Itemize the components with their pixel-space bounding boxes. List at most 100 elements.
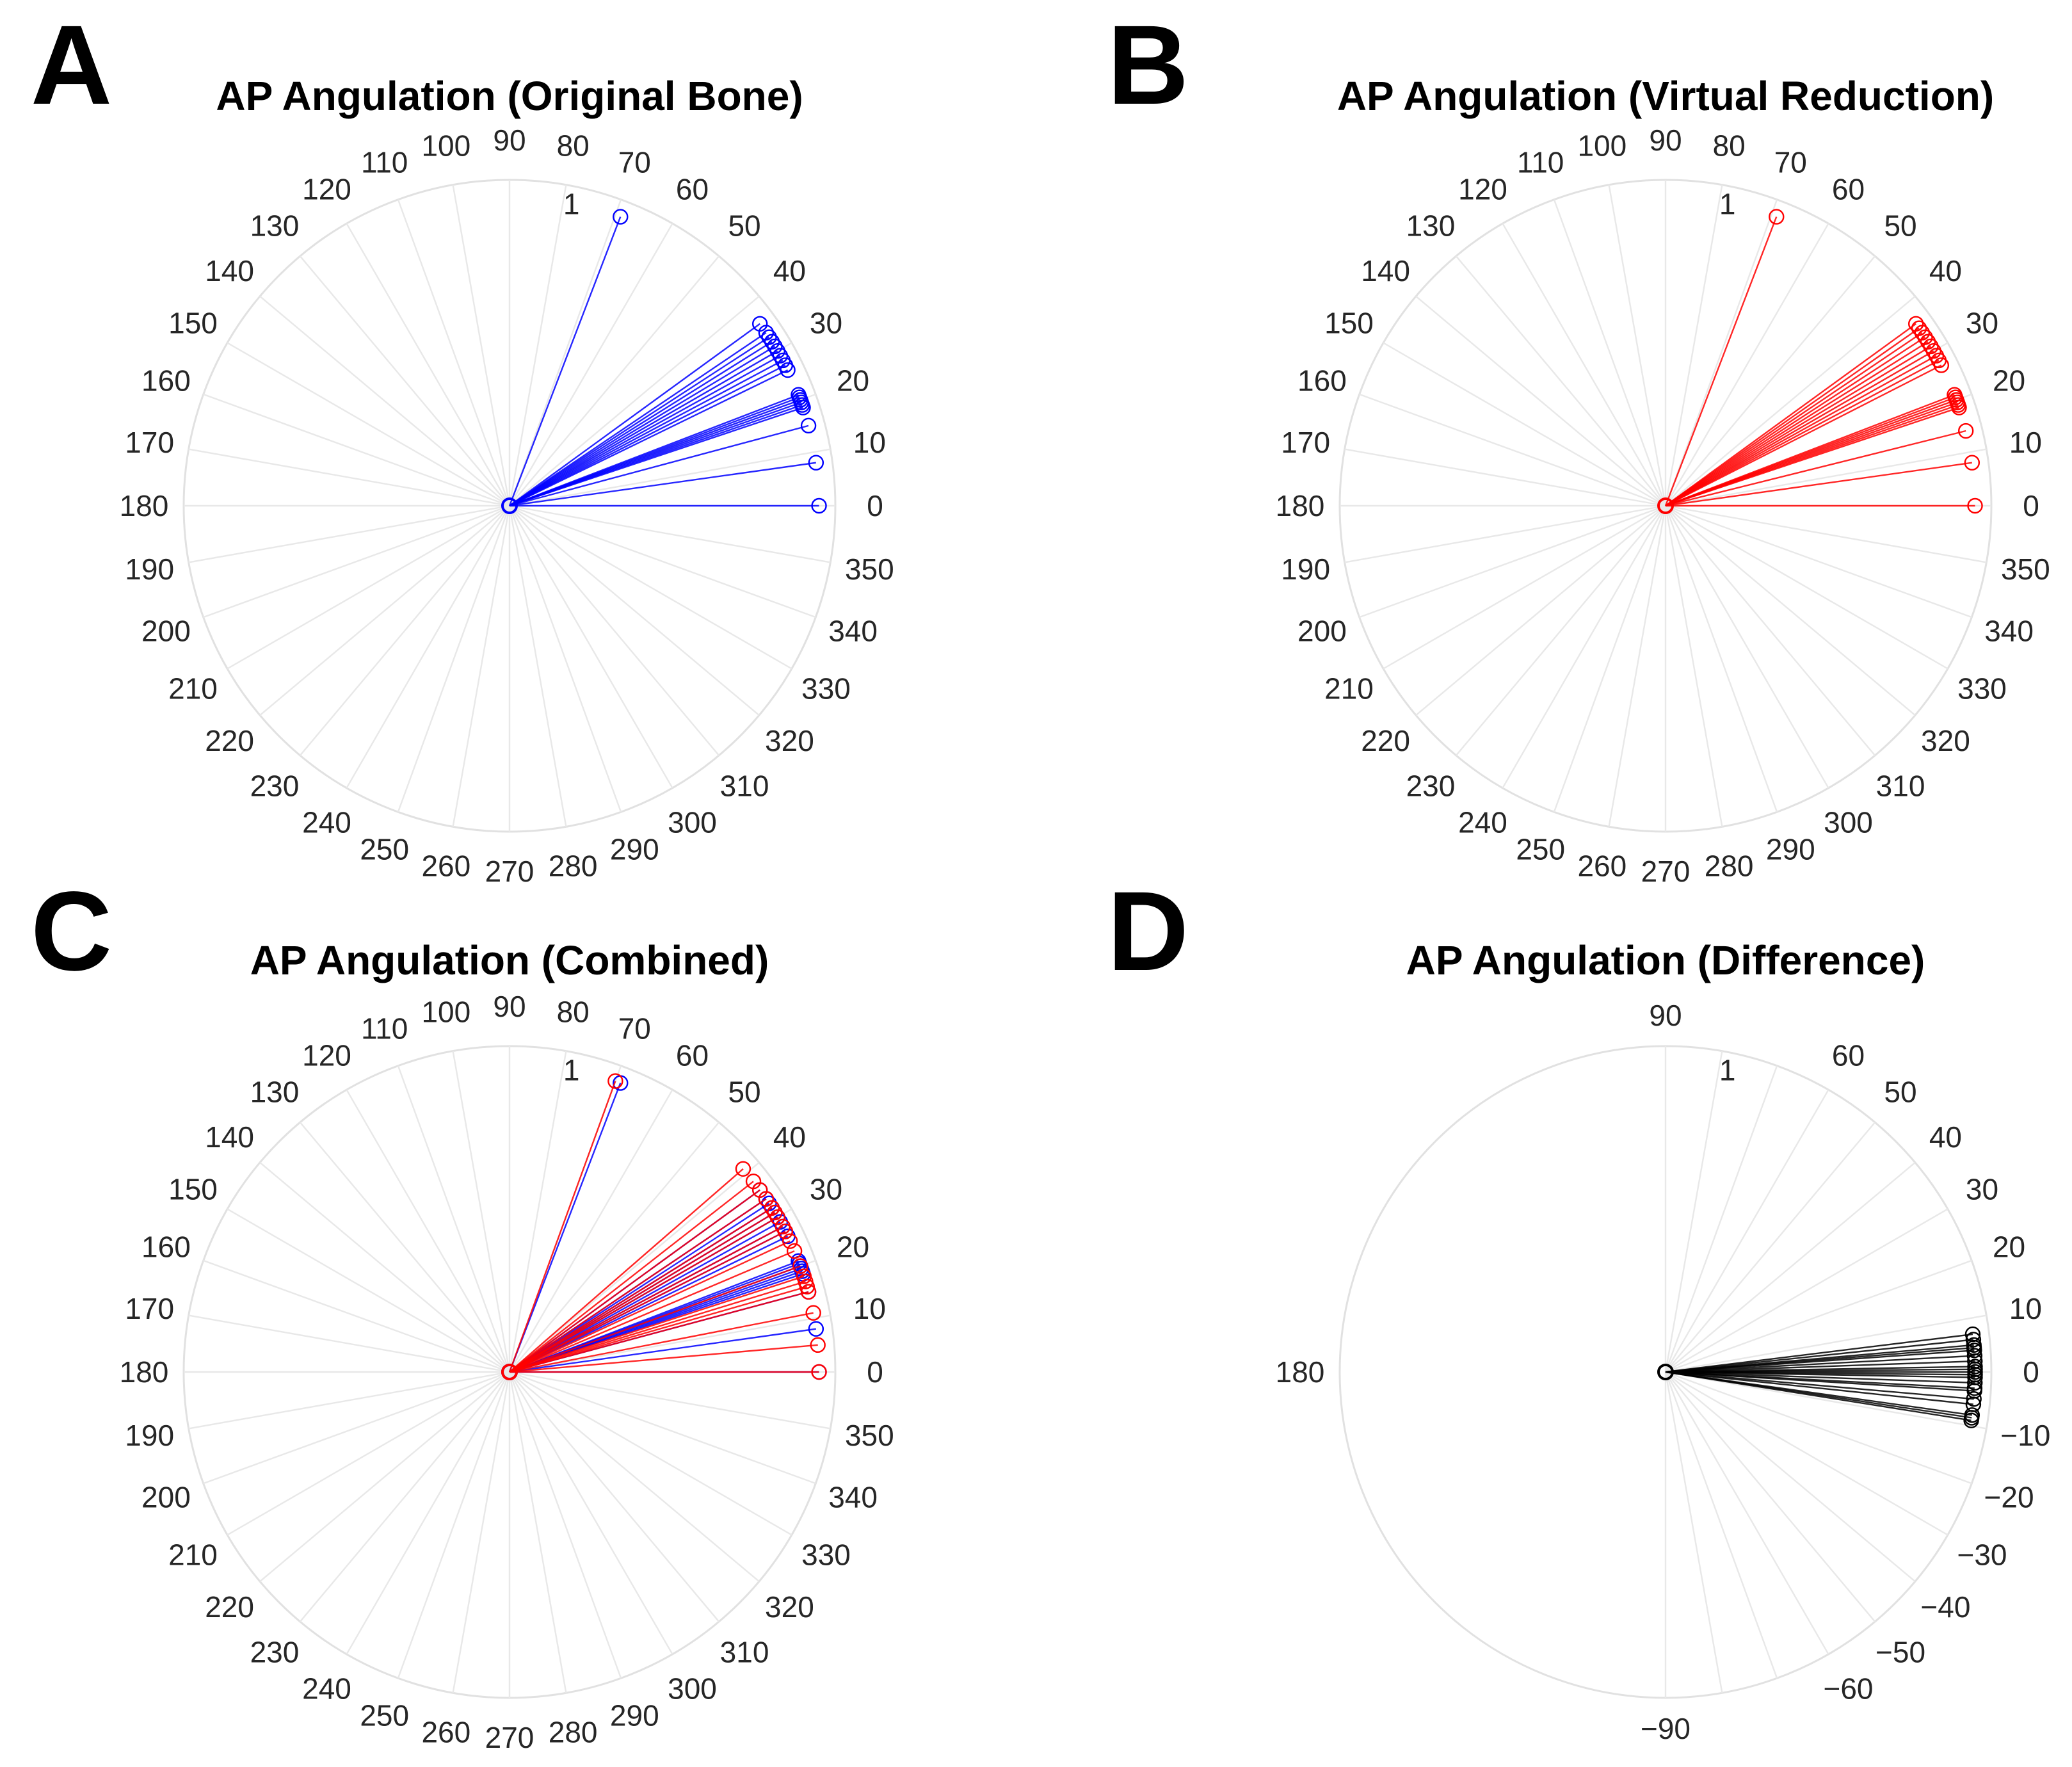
data-point [1967, 1375, 1983, 1391]
polar-spoke [188, 448, 510, 507]
theta-tick-label: 140 [1361, 254, 1410, 287]
theta-tick-label: −90 [1641, 1712, 1691, 1745]
polar-spoke [508, 1089, 673, 1373]
polar-spoke [299, 505, 510, 756]
data-point [735, 1161, 751, 1177]
theta-tick-label: 110 [361, 145, 408, 179]
theta-tick-label: 50 [1884, 1076, 1916, 1109]
data-ray [509, 1328, 817, 1373]
theta-tick-label: 150 [1324, 307, 1374, 340]
data-ray [1665, 1355, 1975, 1373]
polar-spoke [346, 1371, 511, 1655]
polar-spoke [1665, 505, 1916, 716]
theta-tick-label: 110 [361, 1012, 408, 1045]
theta-tick-label: 310 [720, 1635, 769, 1668]
theta-tick-label: 210 [1324, 672, 1374, 706]
theta-tick-label: 10 [853, 1292, 886, 1325]
theta-tick-label: 150 [168, 307, 218, 340]
polar-spoke [227, 1208, 510, 1373]
polar-spoke [1665, 1161, 1916, 1373]
theta-tick-label: 100 [421, 129, 470, 163]
polar-spoke [1415, 295, 1666, 506]
polar-spoke [1665, 1122, 1876, 1373]
theta-tick-label: 200 [141, 1480, 191, 1513]
theta-tick-label: 260 [421, 849, 470, 882]
data-ray [1665, 359, 1939, 507]
polar-spoke [1665, 1371, 1916, 1583]
polar-spoke [1665, 1259, 1972, 1373]
theta-tick-label: 0 [2023, 489, 2039, 522]
polar-spoke [508, 1371, 622, 1679]
data-point [1769, 209, 1785, 225]
polar-spoke [1359, 504, 1666, 618]
data-ray [509, 1198, 767, 1373]
polar-spoke [1664, 1371, 1778, 1679]
polar-spoke [1664, 505, 1723, 827]
data-ray [1665, 1333, 1973, 1373]
data-ray [1665, 350, 1934, 507]
polar-spoke [188, 504, 510, 563]
polar-spoke [1665, 504, 1948, 670]
theta-tick-label: 340 [828, 1480, 878, 1513]
theta-tick-label: 30 [1966, 1173, 1998, 1206]
polar-spoke [509, 1371, 792, 1536]
panel-b: B AP Angulation (Virtual Reduction) 0 10 20 3… [1107, 3, 2050, 888]
theta-tick-label: 120 [1458, 172, 1507, 206]
polar-spoke [259, 295, 510, 506]
data-point [808, 1321, 824, 1337]
origin-marker [1657, 1364, 1674, 1380]
polar-spoke [259, 505, 510, 716]
data-ray [509, 1312, 814, 1373]
data-ray [1665, 364, 1942, 507]
polar-spoke [508, 505, 567, 827]
theta-tick-label: 320 [1921, 724, 1970, 757]
data-point [808, 455, 824, 471]
polar-spoke [1608, 184, 1667, 506]
data-ray [509, 1189, 760, 1373]
data-ray [509, 341, 773, 507]
polar-spoke [509, 255, 720, 506]
theta-tick-label: 30 [810, 1173, 842, 1206]
theta-tick-label: 60 [1832, 1038, 1865, 1072]
data-ray [1665, 1360, 1975, 1373]
polar-spoke [1665, 1314, 1987, 1373]
theta-tick-label: 200 [1297, 614, 1347, 647]
theta-tick-label: 290 [610, 1699, 659, 1732]
data-ray [1665, 327, 1920, 506]
theta-tick-label: 90 [1649, 999, 1682, 1032]
theta-tick-label: −20 [1984, 1480, 2034, 1513]
data-ray [508, 216, 622, 506]
theta-tick-label: 0 [867, 489, 883, 522]
theta-tick-label: 70 [1774, 145, 1807, 179]
data-ray [509, 1291, 809, 1373]
data-point [758, 1191, 775, 1207]
data-ray [509, 1202, 770, 1373]
polar-spoke [508, 199, 622, 506]
polar-spoke [1665, 255, 1876, 506]
theta-tick-label: −10 [2000, 1419, 2050, 1452]
theta-tick-label: 190 [125, 1419, 174, 1452]
theta-tick-label: 180 [1276, 489, 1325, 522]
theta-tick-label: 0 [867, 1355, 883, 1389]
panel-letter: D [1107, 869, 1189, 994]
data-ray [509, 1235, 789, 1373]
data-ray [509, 1225, 783, 1373]
polar-spoke [1608, 505, 1667, 827]
theta-tick-label: 320 [765, 724, 814, 757]
theta-tick-label: 60 [1832, 172, 1865, 206]
panel-title: AP Angulation (Virtual Reduction) [1337, 73, 1994, 119]
polar-spoke [1664, 184, 1723, 506]
polar-spoke [509, 448, 831, 507]
theta-tick-label: 170 [125, 426, 174, 459]
polar-spoke [203, 1259, 510, 1373]
data-point [800, 417, 817, 434]
theta-tick-label: 80 [1713, 129, 1746, 163]
theta-tick-label: 90 [1649, 124, 1682, 157]
theta-tick-label: 290 [1766, 833, 1815, 866]
polar-spoke [452, 184, 511, 506]
theta-tick-label: 270 [1641, 855, 1691, 888]
polar-spoke [509, 1161, 760, 1373]
data-ray [1665, 341, 1929, 507]
polar-spoke [203, 504, 510, 618]
polar-spoke [1665, 1208, 1948, 1373]
